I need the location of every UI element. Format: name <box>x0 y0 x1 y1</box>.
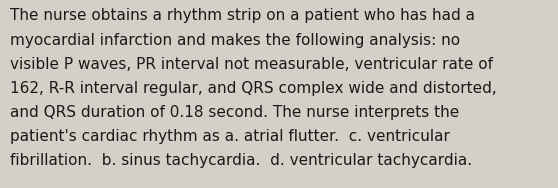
Text: patient's cardiac rhythm as a. atrial flutter.  c. ventricular: patient's cardiac rhythm as a. atrial fl… <box>10 129 450 144</box>
Text: and QRS duration of 0.18 second. The nurse interprets the: and QRS duration of 0.18 second. The nur… <box>10 105 459 120</box>
Text: fibrillation.  b. sinus tachycardia.  d. ventricular tachycardia.: fibrillation. b. sinus tachycardia. d. v… <box>10 153 472 168</box>
Text: The nurse obtains a rhythm strip on a patient who has had a: The nurse obtains a rhythm strip on a pa… <box>10 8 475 24</box>
Text: myocardial infarction and makes the following analysis: no: myocardial infarction and makes the foll… <box>10 33 460 48</box>
Text: 162, R-R interval regular, and QRS complex wide and distorted,: 162, R-R interval regular, and QRS compl… <box>10 81 497 96</box>
Text: visible P waves, PR interval not measurable, ventricular rate of: visible P waves, PR interval not measura… <box>10 57 493 72</box>
